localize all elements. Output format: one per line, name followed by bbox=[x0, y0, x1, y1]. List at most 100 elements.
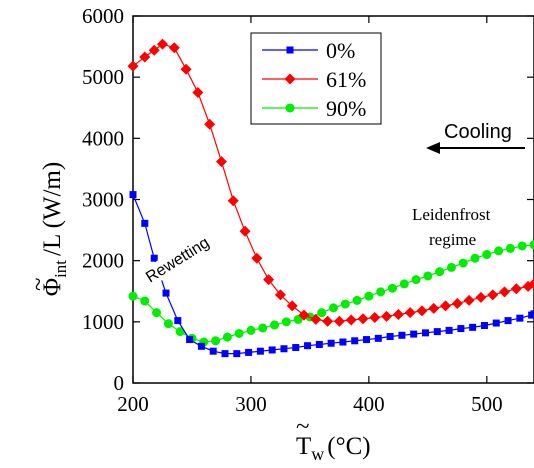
data-point-0pct bbox=[209, 347, 217, 355]
svg-text:Φint/L (W/m): Φint/L (W/m) bbox=[39, 162, 70, 296]
data-point-90pct bbox=[340, 299, 350, 309]
leidenfrost-line2: regime bbox=[429, 230, 476, 249]
data-point-61pct bbox=[251, 252, 263, 264]
data-point-90pct bbox=[376, 287, 386, 297]
data-point-61pct bbox=[528, 278, 534, 290]
data-point-61pct bbox=[369, 312, 381, 324]
data-point-61pct bbox=[333, 315, 345, 327]
data-point-61pct bbox=[286, 300, 298, 312]
data-point-61pct bbox=[381, 310, 393, 322]
data-point-0pct bbox=[445, 326, 453, 334]
y-tick-label: 3000 bbox=[82, 188, 124, 212]
data-point-90pct bbox=[364, 291, 374, 301]
data-point-0pct bbox=[363, 336, 371, 344]
data-point-90pct bbox=[505, 243, 515, 253]
data-point-0pct bbox=[530, 310, 534, 318]
y-tick-label: 6000 bbox=[82, 4, 124, 28]
data-point-90pct bbox=[458, 258, 468, 268]
data-point-0pct bbox=[256, 347, 264, 355]
data-point-0pct bbox=[197, 342, 205, 350]
data-point-0pct bbox=[516, 314, 524, 322]
data-point-61pct bbox=[487, 289, 499, 301]
x-axis-tilde: ~ bbox=[296, 413, 310, 440]
y-axis-subscript: int bbox=[51, 260, 70, 278]
data-point-0pct bbox=[492, 319, 500, 327]
data-point-61pct bbox=[310, 313, 322, 325]
data-point-0pct bbox=[410, 330, 418, 338]
data-point-61pct bbox=[475, 291, 487, 303]
data-point-0pct bbox=[398, 331, 406, 339]
y-tick-label: 5000 bbox=[82, 65, 124, 89]
data-point-61pct bbox=[263, 274, 275, 286]
data-point-0pct bbox=[457, 325, 465, 333]
x-axis-unit: (°C) bbox=[327, 433, 370, 460]
data-point-61pct bbox=[227, 195, 239, 207]
data-point-61pct bbox=[156, 38, 168, 50]
data-point-0pct bbox=[150, 254, 158, 262]
data-point-0pct bbox=[315, 340, 323, 348]
data-point-90pct bbox=[128, 291, 138, 301]
legend-marker-61pct bbox=[284, 73, 296, 85]
series-layer bbox=[127, 38, 534, 358]
data-point-90pct bbox=[387, 283, 397, 293]
y-axis-tilde: ~ bbox=[25, 277, 52, 291]
y-axis: 0 1000 2000 3000 4000 5000 6000 bbox=[82, 4, 534, 395]
data-point-90pct bbox=[529, 240, 534, 250]
series-61pct bbox=[127, 38, 534, 327]
data-point-90pct bbox=[281, 317, 291, 327]
data-point-0pct bbox=[421, 329, 429, 337]
data-point-61pct bbox=[463, 294, 475, 306]
data-point-90pct bbox=[175, 327, 185, 337]
x-tick-label: 200 bbox=[117, 392, 149, 416]
data-point-90pct bbox=[329, 303, 338, 313]
data-point-0pct bbox=[245, 348, 253, 356]
data-point-0pct bbox=[504, 317, 512, 325]
data-point-61pct bbox=[510, 283, 522, 295]
data-point-0pct bbox=[174, 317, 182, 325]
x-axis: 200 300 400 500 bbox=[117, 16, 503, 416]
data-point-90pct bbox=[211, 336, 221, 346]
data-point-0pct bbox=[304, 342, 312, 350]
data-point-0pct bbox=[162, 289, 170, 297]
data-point-0pct bbox=[280, 345, 288, 353]
data-point-0pct bbox=[221, 350, 229, 358]
y-tick-label: 4000 bbox=[82, 126, 124, 150]
data-point-61pct bbox=[404, 307, 416, 319]
leidenfrost-line1: Leidenfrost bbox=[412, 205, 491, 224]
x-tick-label: 500 bbox=[471, 392, 503, 416]
y-tick-label: 1000 bbox=[82, 310, 124, 334]
data-point-61pct bbox=[180, 63, 192, 75]
legend-label-61pct: 61% bbox=[326, 67, 366, 92]
data-point-0pct bbox=[351, 337, 359, 345]
data-point-0pct bbox=[129, 191, 137, 199]
x-tick-label: 300 bbox=[235, 392, 267, 416]
legend: 0% 61% 90% bbox=[250, 32, 382, 125]
legend-marker-0pct bbox=[286, 46, 294, 54]
y-tick-label: 2000 bbox=[82, 249, 124, 273]
cooling-label: Cooling bbox=[444, 121, 512, 143]
data-point-90pct bbox=[399, 279, 409, 289]
legend-marker-90pct bbox=[285, 103, 295, 113]
data-point-90pct bbox=[435, 267, 445, 277]
data-point-0pct bbox=[292, 344, 300, 352]
data-point-90pct bbox=[470, 253, 480, 263]
data-point-61pct bbox=[451, 297, 463, 309]
data-point-0pct bbox=[469, 323, 477, 331]
data-point-61pct bbox=[357, 313, 369, 325]
data-point-61pct bbox=[239, 225, 251, 237]
data-point-61pct bbox=[168, 42, 180, 54]
data-point-61pct bbox=[499, 286, 511, 298]
data-point-90pct bbox=[258, 323, 268, 333]
data-point-61pct bbox=[127, 60, 139, 72]
data-point-90pct bbox=[317, 308, 327, 318]
data-point-61pct bbox=[416, 305, 428, 317]
data-point-0pct bbox=[339, 338, 347, 346]
cooling-arrow-head bbox=[426, 142, 440, 154]
data-point-0pct bbox=[386, 333, 394, 341]
x-tick-label: 400 bbox=[353, 392, 385, 416]
data-point-90pct bbox=[152, 308, 162, 318]
legend-label-0pct: 0% bbox=[326, 38, 355, 63]
data-point-90pct bbox=[163, 319, 173, 329]
data-point-61pct bbox=[428, 302, 440, 314]
